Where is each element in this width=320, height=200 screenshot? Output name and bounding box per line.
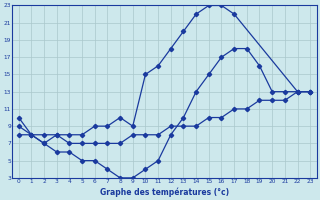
X-axis label: Graphe des températures (°c): Graphe des températures (°c) bbox=[100, 187, 229, 197]
